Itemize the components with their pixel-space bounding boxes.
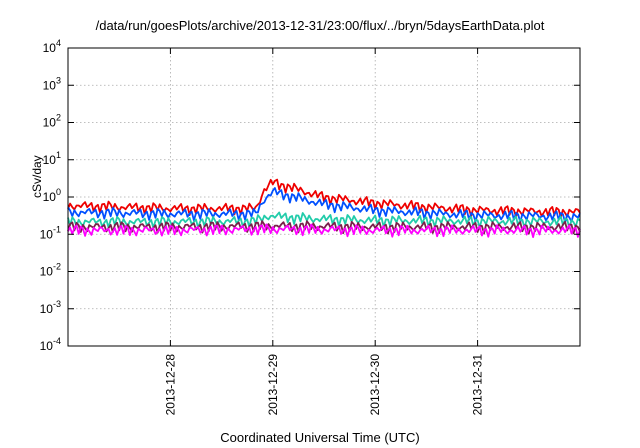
chart-title: /data/run/goesPlots/archive/2013-12-31/2…: [95, 18, 545, 33]
y-tick-base: 10: [43, 78, 57, 92]
y-tick-base: 10: [43, 41, 57, 55]
y-tick-label: 100: [43, 187, 61, 204]
y-tick-label: 103: [43, 75, 61, 92]
y-tick-base: 10: [43, 116, 57, 130]
y-tick-label: 10-3: [40, 299, 61, 316]
y-tick-exponent: 2: [56, 113, 61, 123]
y-tick-exponent: 0: [56, 187, 61, 197]
y-tick-label: 101: [43, 150, 61, 167]
y-tick-exponent: -3: [53, 299, 61, 309]
y-tick-base: 10: [40, 302, 54, 316]
x-tick-label: 2013-12-31: [471, 354, 485, 416]
y-tick-base: 10: [40, 339, 54, 353]
x-tick-label: 2013-12-28: [163, 354, 177, 416]
y-tick-exponent: 3: [56, 75, 61, 85]
y-tick-label: 10-2: [40, 262, 61, 279]
y-tick-label: 102: [43, 113, 61, 130]
y-tick-exponent: -4: [53, 336, 61, 346]
y-tick-base: 10: [43, 190, 57, 204]
x-tick-label: 2013-12-30: [368, 354, 382, 416]
y-tick-base: 10: [40, 227, 54, 241]
series-line: [67, 223, 581, 238]
y-tick-label: 104: [43, 38, 61, 55]
y-tick-label: 10-4: [40, 336, 61, 353]
x-tick-label: 2013-12-29: [266, 354, 280, 416]
y-tick-label: 10-1: [40, 224, 61, 241]
y-tick-exponent: -2: [53, 262, 61, 272]
y-tick-exponent: 4: [56, 38, 61, 48]
y-tick-base: 10: [43, 153, 57, 167]
y-axis-label: cSv/day: [30, 155, 44, 198]
y-tick-exponent: -1: [53, 224, 61, 234]
y-tick-exponent: 1: [56, 150, 61, 160]
x-axis: 2013-12-28 2013-12-29 2013-12-30 2013-12-31: [163, 48, 485, 416]
y-tick-base: 10: [40, 265, 54, 279]
grid: [68, 48, 580, 346]
x-axis-label: Coordinated Universal Time (UTC): [220, 430, 420, 445]
series-group: [67, 178, 581, 238]
